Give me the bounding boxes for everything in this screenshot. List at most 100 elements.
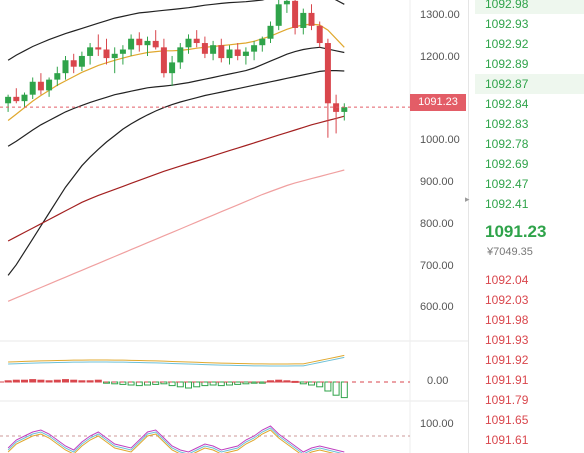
macd-bar [340,381,348,399]
candle-body [218,45,225,59]
ask-row[interactable]: 1092.98 [475,0,584,14]
last-price-cny: ¥7049.35 [487,246,533,258]
candle-body [5,96,12,104]
bid-row[interactable]: 1091.65 [475,410,584,430]
candle-body [324,43,331,104]
price-axis-label: 1200.00 [420,51,460,63]
bid-row[interactable]: 1091.93 [475,330,584,350]
candle-body [234,49,241,56]
candle-body [128,38,135,50]
macd-bar [316,381,324,388]
macd-bar [193,381,201,388]
candle-body [193,38,200,44]
candle-body [144,40,151,46]
ma-line [7,0,345,61]
ma-line [7,70,345,276]
ask-row[interactable]: 1092.47 [475,174,584,194]
macd-bar [168,381,176,387]
candle-body [29,81,36,95]
candle-body [201,43,208,54]
ask-row[interactable]: 1092.87 [475,74,584,94]
collapse-handle-icon[interactable]: ▸ [465,194,470,204]
ask-row[interactable]: 1092.92 [475,34,584,54]
bid-row[interactable]: 1091.98 [475,310,584,330]
candle-body [62,60,69,74]
candle-body [160,47,167,74]
ma-line [7,46,345,147]
ask-row[interactable]: 1092.89 [475,54,584,74]
bid-row[interactable]: 1092.04 [475,270,584,290]
candle-body [169,62,176,74]
bid-price: 1091.91 [485,373,529,387]
candle-body [292,0,299,28]
ask-price: 1092.84 [485,97,529,111]
macd-bar [267,380,274,383]
candle-body [95,47,102,50]
ma-line [7,115,345,242]
bid-row[interactable]: 1091.92 [475,350,584,370]
ask-price: 1092.93 [485,17,529,31]
candle-body [46,79,53,91]
ask-row[interactable]: 1092.83 [475,114,584,134]
candle-body [308,12,315,26]
kdj-axis-label: 100.00 [420,418,454,430]
macd-bar [250,381,258,384]
ask-row[interactable]: 1092.41 [475,194,584,214]
macd-bar [258,381,266,384]
macd-bar [308,381,315,386]
bid-row[interactable]: 1092.03 [475,290,584,310]
bid-price: 1092.03 [485,293,529,307]
kdj-j-line [7,425,345,453]
price-axis-label: 800.00 [420,218,454,230]
macd-dif-line [8,354,345,365]
ask-row[interactable]: 1092.69 [475,154,584,174]
candle-body [316,25,323,44]
candle-body [341,107,348,112]
candle-body [37,81,44,91]
bid-price: 1091.79 [485,393,529,407]
candle-body [333,103,340,112]
ask-price: 1092.41 [485,197,529,211]
bid-price: 1091.98 [485,313,529,327]
bid-price: 1091.93 [485,333,529,347]
ask-row[interactable]: 1092.84 [475,94,584,114]
ma-line [7,23,345,121]
ask-row[interactable]: 1092.78 [475,134,584,154]
chart-area[interactable]: 1300.00 1200.00 1000.00 900.00 800.00 70… [0,0,468,453]
ask-price: 1092.69 [485,157,529,171]
bid-price: 1091.61 [485,433,529,447]
bid-row[interactable]: 1091.61 [475,430,584,450]
candle-body [242,51,249,56]
kdj-k-line [7,427,343,453]
candle-body [251,45,258,52]
ask-row[interactable]: 1092.93 [475,14,584,34]
ask-price: 1092.92 [485,37,529,51]
bid-row[interactable]: 1091.79 [475,390,584,410]
candle-body [226,49,233,59]
candle-body [267,25,274,39]
current-price-tag: 1091.23 [410,94,466,111]
kline-chart[interactable] [0,0,468,453]
bid-row[interactable]: 1091.91 [475,370,584,390]
last-price: 1091.23 [485,222,547,241]
candle-body [300,12,307,28]
panel-divider [468,0,469,453]
bid-price: 1091.65 [485,413,529,427]
candle-body [259,38,266,46]
ask-price: 1092.78 [485,137,529,151]
price-axis-label: 600.00 [420,301,454,313]
price-axis-label: 700.00 [420,260,454,272]
candle-body [210,45,217,54]
candle-body [275,4,282,26]
macd-bar [135,381,143,387]
price-axis-label: 900.00 [420,176,454,188]
ask-price: 1092.47 [485,177,529,191]
ask-price: 1092.89 [485,57,529,71]
macd-bar [176,381,184,388]
ask-price: 1092.87 [485,77,529,91]
macd-bar [217,381,225,387]
ma-line [7,169,345,302]
macd-bar [324,381,332,392]
kdj-d-line [7,429,335,453]
price-axis-label: 1300.00 [420,9,460,21]
